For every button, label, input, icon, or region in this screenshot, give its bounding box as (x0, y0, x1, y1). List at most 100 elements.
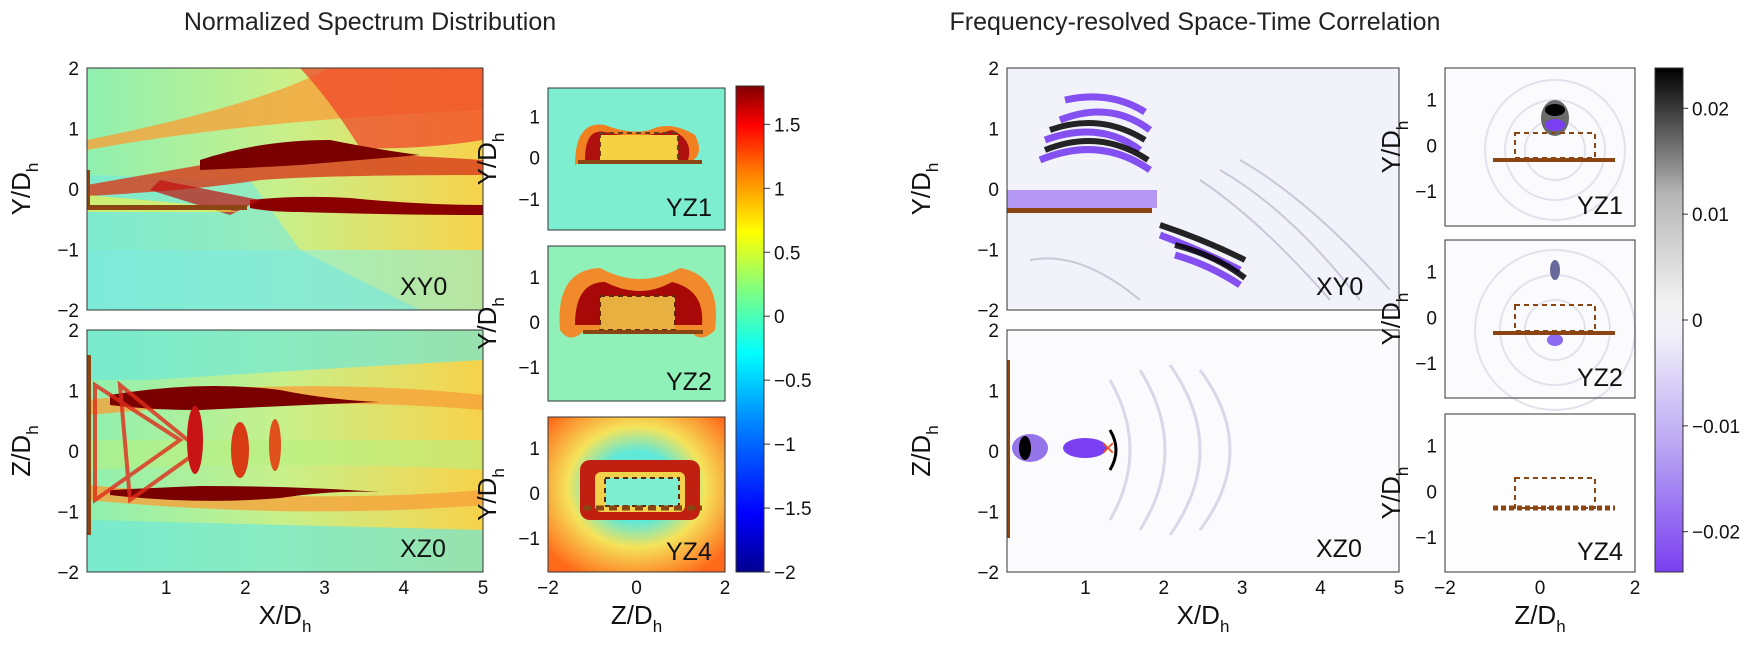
right-yz4-label: YZ4 (1577, 538, 1623, 566)
ylabel-1-0: Y/Dh (906, 163, 942, 216)
ytick-1-0-0: 2 (988, 59, 999, 80)
right-yz1-label: YZ1 (1577, 192, 1623, 220)
ylabel-1-4: Y/Dh (1376, 467, 1412, 520)
cbar-tick-0-5: −1 (774, 435, 796, 456)
cbar-tick-0-6: −1.5 (774, 499, 812, 520)
ytick-1-1-1: 1 (988, 382, 999, 403)
ytick-1-1-0: 2 (988, 321, 999, 342)
right-xz0-plate (1007, 360, 1010, 538)
ytick-0-0-1: 1 (68, 120, 79, 141)
left-yz4-panel (547, 416, 726, 573)
ytick-0-1-2: 0 (68, 442, 79, 463)
left-xz0-panel (86, 329, 484, 573)
cbar-tick-0-0: 1.5 (774, 115, 800, 136)
ytick-0-0-4: −2 (57, 301, 79, 322)
left-xy0-plate (87, 205, 247, 210)
ytick-1-2-0: 1 (1426, 91, 1437, 112)
ylabel-0-0: Y/Dh (6, 163, 42, 216)
xtick-1-1-1: 2 (1159, 578, 1170, 599)
ytick-0-1-0: 2 (68, 321, 79, 342)
ytick-1-1-4: −2 (977, 563, 999, 584)
ytick-0-3-1: 0 (529, 313, 540, 334)
left-xz0-plate (87, 355, 91, 535)
cbar-tick-1-4: −0.02 (1692, 523, 1740, 544)
xtick-1-1-2: 3 (1237, 578, 1248, 599)
xtick-0-1-3: 4 (399, 578, 410, 599)
ytick-1-3-0: 1 (1426, 263, 1437, 284)
left-yz1-panel (547, 87, 726, 231)
xtick-1-4-1: 0 (1535, 578, 1546, 599)
ytick-0-2-2: −1 (518, 190, 540, 211)
ytick-1-2-1: 0 (1426, 136, 1437, 157)
ylabel-1-3: Y/Dh (1376, 293, 1412, 346)
ytick-0-4-0: 1 (529, 439, 540, 460)
left-yz2-label: YZ2 (666, 368, 712, 396)
ytick-0-1-4: −2 (57, 563, 79, 584)
right-xz0-panel (1006, 329, 1400, 573)
ytick-1-1-2: 0 (988, 442, 999, 463)
ytick-0-2-0: 1 (529, 107, 540, 128)
ylabel-0-1: Z/Dh (6, 425, 42, 476)
right-yz1-panel (1444, 67, 1636, 227)
ytick-0-1-1: 1 (68, 382, 79, 403)
xlabel-0-1: X/Dh (259, 600, 312, 636)
ytick-1-4-2: −1 (1415, 528, 1437, 549)
xtick-1-4-2: 2 (1630, 578, 1641, 599)
right-yz4-panel (1444, 413, 1636, 573)
ytick-1-0-2: 0 (988, 180, 999, 201)
xlabel-1-4: Z/Dh (1514, 600, 1565, 636)
xlabel-0-4: Z/Dh (611, 600, 662, 636)
ytick-1-1-3: −1 (977, 503, 999, 524)
ytick-0-0-2: 0 (68, 180, 79, 201)
cbar-tick-1-3: −0.01 (1692, 417, 1740, 438)
ytick-1-0-3: −1 (977, 241, 999, 262)
right-xz0-label: XZ0 (1316, 535, 1362, 563)
cbar-tick-1-0: 0.02 (1692, 99, 1729, 120)
ylabel-1-1: Z/Dh (906, 425, 942, 476)
cbar-tick-1-2: 0 (1692, 311, 1703, 332)
xtick-0-1-4: 5 (478, 578, 489, 599)
ytick-0-3-0: 1 (529, 268, 540, 289)
ylabel-0-4: Y/Dh (472, 468, 508, 521)
xtick-1-4-0: −2 (1434, 578, 1456, 599)
ytick-1-0-4: −2 (977, 301, 999, 322)
xtick-0-1-2: 3 (319, 578, 330, 599)
left-yz1-label: YZ1 (666, 194, 712, 222)
right-xy0-panel (1006, 67, 1400, 311)
ytick-1-2-2: −1 (1415, 182, 1437, 203)
ylabel-1-2: Y/Dh (1376, 121, 1412, 174)
left-yz4-label: YZ4 (666, 538, 712, 566)
ytick-0-0-3: −1 (57, 241, 79, 262)
ytick-0-0-0: 2 (68, 59, 79, 80)
xtick-0-4-1: 0 (631, 578, 642, 599)
ytick-0-4-1: 0 (529, 484, 540, 505)
cbar-tick-0-4: −0.5 (774, 371, 812, 392)
left-xy0-panel (86, 67, 484, 311)
right-yz2-label: YZ2 (1577, 364, 1623, 392)
right-colorbar (1654, 67, 1684, 573)
xtick-1-1-3: 4 (1315, 578, 1326, 599)
cbar-tick-0-2: 0.5 (774, 243, 800, 264)
ytick-1-0-1: 1 (988, 120, 999, 141)
xtick-0-1-0: 1 (161, 578, 172, 599)
cbar-tick-0-7: −2 (774, 563, 796, 584)
xlabel-1-1: X/Dh (1177, 600, 1230, 636)
ytick-1-3-2: −1 (1415, 354, 1437, 375)
right-xy0-plate (1007, 208, 1152, 213)
xtick-1-1-0: 1 (1080, 578, 1091, 599)
ylabel-0-3: Y/Dh (472, 297, 508, 350)
xtick-1-1-4: 5 (1394, 578, 1405, 599)
xtick-0-1-1: 2 (240, 578, 251, 599)
ytick-0-4-2: −1 (518, 529, 540, 550)
ytick-0-1-3: −1 (57, 503, 79, 524)
left-figure-title: Normalized Spectrum Distribution (184, 8, 556, 36)
ytick-0-3-2: −1 (518, 358, 540, 379)
right-figure-title: Frequency-resolved Space-Time Correlatio… (950, 8, 1441, 36)
cbar-tick-1-1: 0.01 (1692, 205, 1729, 226)
left-colorbar (735, 85, 765, 573)
ytick-1-4-0: 1 (1426, 437, 1437, 458)
probe-marker: × (1101, 435, 1115, 462)
left-yz2-panel (547, 245, 726, 402)
ytick-1-4-1: 0 (1426, 482, 1437, 503)
